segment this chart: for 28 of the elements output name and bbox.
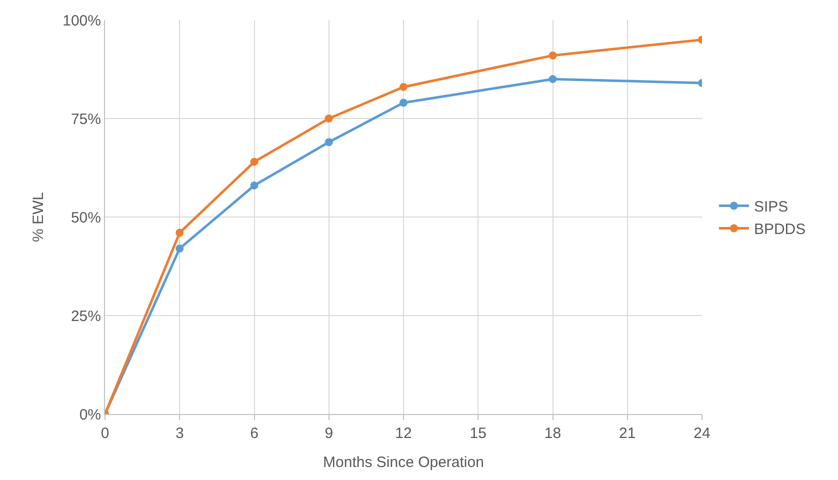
- y-tick-label: 25%: [70, 308, 101, 325]
- point: [548, 75, 557, 84]
- y-tick-label: 75%: [70, 110, 101, 128]
- point: [176, 228, 184, 237]
- point: [400, 98, 408, 107]
- x-tick-label: 15: [470, 425, 486, 442]
- point: [400, 82, 408, 91]
- x-tick-label: 21: [619, 425, 636, 442]
- legend-label: SIPS: [754, 198, 788, 216]
- point: [548, 51, 557, 60]
- x-axis-title: Months Since Operation: [323, 454, 484, 471]
- y-tick-label: 100%: [62, 12, 101, 30]
- x-tick-label: 12: [395, 425, 412, 442]
- point: [176, 244, 184, 253]
- x-tick-label: 9: [324, 425, 334, 442]
- x-tick-label: 6: [250, 425, 258, 442]
- x-tick-label: 24: [694, 425, 710, 442]
- point: [250, 181, 258, 190]
- point: [324, 138, 333, 146]
- x-tick-label: 18: [544, 425, 562, 442]
- x-tick-label: 3: [175, 425, 184, 442]
- point: [324, 114, 333, 122]
- y-tick-label: 0%: [79, 406, 101, 424]
- y-tick-label: 50%: [70, 209, 101, 226]
- legend-label: BPDDS: [754, 221, 806, 238]
- point: [250, 158, 258, 166]
- x-tick-label: 0: [100, 425, 110, 442]
- y-axis-title: % EWL: [30, 192, 47, 242]
